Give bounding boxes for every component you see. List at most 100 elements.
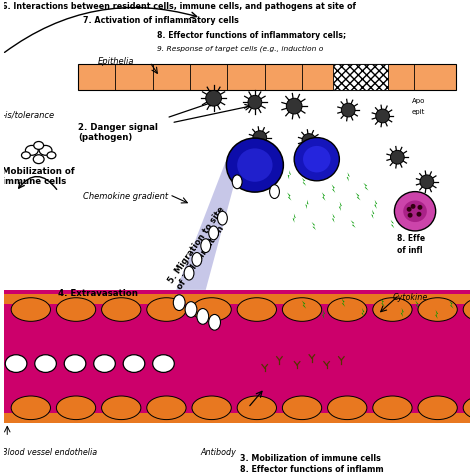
- Polygon shape: [287, 192, 292, 201]
- Ellipse shape: [232, 175, 242, 189]
- Ellipse shape: [227, 138, 283, 192]
- Ellipse shape: [237, 148, 273, 182]
- Ellipse shape: [21, 152, 30, 159]
- Ellipse shape: [123, 355, 145, 373]
- Text: 5. Migration to site
of inflammation: 5. Migration to site of inflammation: [166, 205, 235, 291]
- Ellipse shape: [192, 396, 231, 419]
- Polygon shape: [339, 202, 342, 211]
- Polygon shape: [356, 192, 361, 201]
- Polygon shape: [292, 213, 296, 223]
- Circle shape: [420, 175, 434, 189]
- Text: Blood vessel endothelia: Blood vessel endothelia: [2, 448, 98, 457]
- Ellipse shape: [39, 146, 52, 155]
- Ellipse shape: [418, 396, 457, 419]
- Bar: [4, 413, 470, 422]
- Ellipse shape: [153, 355, 174, 373]
- Ellipse shape: [192, 253, 202, 266]
- Polygon shape: [362, 308, 365, 317]
- Ellipse shape: [11, 298, 50, 321]
- Circle shape: [408, 213, 412, 218]
- Polygon shape: [449, 301, 454, 309]
- Ellipse shape: [237, 298, 276, 321]
- Polygon shape: [322, 192, 326, 201]
- Polygon shape: [364, 183, 368, 191]
- Polygon shape: [371, 210, 374, 219]
- Text: of infl: of infl: [397, 246, 423, 255]
- Polygon shape: [302, 178, 306, 186]
- Text: 7. Activation of inflammatory cells: 7. Activation of inflammatory cells: [83, 16, 239, 25]
- Circle shape: [417, 212, 421, 217]
- Text: Epithelia: Epithelia: [98, 57, 134, 66]
- Ellipse shape: [201, 239, 210, 253]
- Ellipse shape: [283, 298, 322, 321]
- Circle shape: [341, 103, 355, 117]
- Text: 6. Interactions between resident cells, immune cells, and pathogens at site of: 6. Interactions between resident cells, …: [2, 2, 356, 11]
- Ellipse shape: [192, 298, 231, 321]
- Ellipse shape: [94, 355, 115, 373]
- Circle shape: [376, 109, 390, 123]
- Ellipse shape: [56, 396, 96, 419]
- Ellipse shape: [47, 152, 56, 159]
- Text: Cytokine: Cytokine: [392, 293, 428, 302]
- Ellipse shape: [197, 309, 209, 324]
- Circle shape: [302, 134, 316, 147]
- Text: 9. Response of target cells (e.g., induction o: 9. Response of target cells (e.g., induc…: [156, 45, 323, 52]
- Circle shape: [418, 205, 422, 210]
- Ellipse shape: [303, 146, 330, 173]
- Ellipse shape: [394, 191, 436, 231]
- Ellipse shape: [173, 295, 185, 310]
- Text: epit: epit: [412, 109, 426, 115]
- Polygon shape: [332, 184, 335, 193]
- Circle shape: [410, 204, 416, 209]
- Ellipse shape: [184, 266, 194, 280]
- Polygon shape: [176, 162, 240, 290]
- Ellipse shape: [56, 298, 96, 321]
- Ellipse shape: [26, 146, 38, 155]
- Text: 8. Effector functions of inflamm: 8. Effector functions of inflamm: [240, 465, 384, 474]
- Text: Mobilization of
immune cells: Mobilization of immune cells: [2, 167, 75, 186]
- Ellipse shape: [418, 298, 457, 321]
- Circle shape: [248, 95, 262, 109]
- Text: Chemokine gradient: Chemokine gradient: [83, 191, 168, 201]
- Text: 8. Effe: 8. Effe: [397, 234, 426, 243]
- Ellipse shape: [33, 155, 44, 164]
- Polygon shape: [288, 170, 291, 180]
- Ellipse shape: [270, 185, 280, 199]
- Polygon shape: [435, 310, 438, 319]
- Ellipse shape: [328, 298, 367, 321]
- Ellipse shape: [328, 396, 367, 419]
- Polygon shape: [374, 200, 377, 209]
- Polygon shape: [305, 200, 309, 209]
- Polygon shape: [346, 172, 350, 182]
- Ellipse shape: [218, 211, 228, 225]
- Polygon shape: [317, 170, 320, 180]
- Text: 4. Extravasation: 4. Extravasation: [58, 289, 138, 298]
- Bar: [4, 294, 470, 304]
- Circle shape: [286, 98, 302, 114]
- Polygon shape: [322, 310, 325, 319]
- Ellipse shape: [101, 396, 141, 419]
- Circle shape: [407, 207, 411, 212]
- Text: Apo: Apo: [412, 98, 426, 104]
- Polygon shape: [302, 301, 306, 309]
- Circle shape: [206, 91, 221, 106]
- Bar: [4, 290, 470, 422]
- Ellipse shape: [5, 355, 27, 373]
- Text: 8. Effector functions of inflammatory cells;: 8. Effector functions of inflammatory ce…: [156, 31, 346, 40]
- Ellipse shape: [11, 396, 50, 419]
- Ellipse shape: [463, 298, 474, 321]
- Ellipse shape: [209, 226, 219, 240]
- Ellipse shape: [64, 355, 86, 373]
- Bar: [334, 64, 388, 91]
- Ellipse shape: [34, 142, 44, 149]
- Ellipse shape: [463, 396, 474, 419]
- Ellipse shape: [185, 301, 197, 318]
- Text: 2. Danger signal
(pathogen): 2. Danger signal (pathogen): [78, 123, 158, 142]
- Polygon shape: [341, 298, 345, 307]
- Polygon shape: [401, 308, 404, 317]
- Ellipse shape: [147, 396, 186, 419]
- Polygon shape: [415, 301, 419, 309]
- Ellipse shape: [237, 396, 276, 419]
- Ellipse shape: [373, 298, 412, 321]
- Ellipse shape: [294, 137, 339, 181]
